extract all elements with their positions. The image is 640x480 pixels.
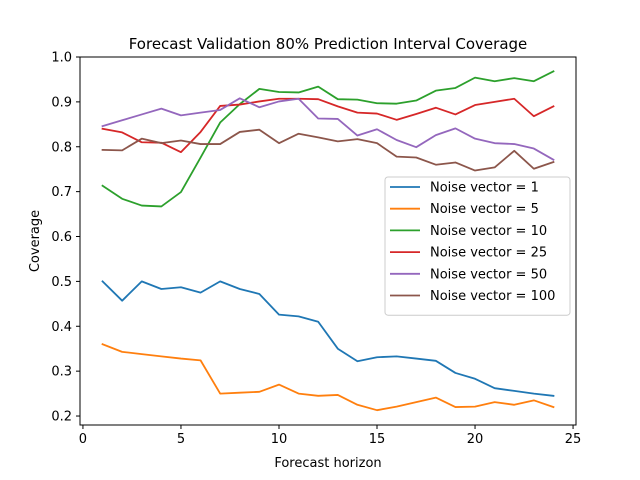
legend-label: Noise vector = 10 — [430, 224, 547, 239]
legend: Noise vector = 1 Noise vector = 5 Noise ve… — [384, 176, 571, 316]
y-tick-label: 0.4 — [51, 320, 72, 335]
y-tick-label: 0.6 — [51, 230, 72, 245]
x-tick-label: 25 — [565, 432, 582, 447]
y-tick-label: 0.8 — [51, 140, 72, 155]
x-axis: 0 5 10 15 20 25 — [79, 425, 582, 447]
y-tick-label: 0.5 — [51, 275, 72, 290]
y-tick-label: 0.3 — [51, 365, 72, 380]
series-line-0 — [101, 280, 555, 397]
x-tick-label: 10 — [271, 432, 288, 447]
legend-label: Noise vector = 1 — [430, 181, 539, 196]
y-tick-label: 0.7 — [51, 185, 72, 200]
legend-label: Noise vector = 50 — [430, 267, 547, 282]
plot-area — [101, 70, 555, 412]
plot-frame — [79, 56, 577, 426]
legend-box — [384, 176, 571, 316]
x-tick-label: 15 — [369, 432, 386, 447]
y-axis-label: Coverage — [28, 210, 43, 272]
series-line-2 — [101, 70, 555, 208]
legend-label: Noise vector = 100 — [430, 289, 555, 304]
y-tick-label: 0.9 — [51, 95, 72, 110]
y-tick-label: 1.0 — [51, 51, 72, 66]
chart-title: Forecast Validation 80% Prediction Inter… — [129, 35, 528, 53]
x-axis-label: Forecast horizon — [274, 456, 381, 471]
x-tick-label: 20 — [467, 432, 484, 447]
x-tick-label: 5 — [177, 432, 185, 447]
x-tick-label: 0 — [79, 432, 87, 447]
series-line-3 — [101, 97, 555, 154]
y-axis: 0.2 0.3 0.4 0.5 0.6 0.7 0.8 0.9 1.0 — [51, 51, 80, 425]
series-line-1 — [101, 343, 555, 412]
y-tick-label: 0.2 — [51, 410, 72, 425]
legend-label: Noise vector = 5 — [430, 202, 539, 217]
legend-label: Noise vector = 25 — [430, 246, 547, 261]
series-line-5 — [101, 128, 555, 172]
series-line-4 — [101, 97, 555, 161]
